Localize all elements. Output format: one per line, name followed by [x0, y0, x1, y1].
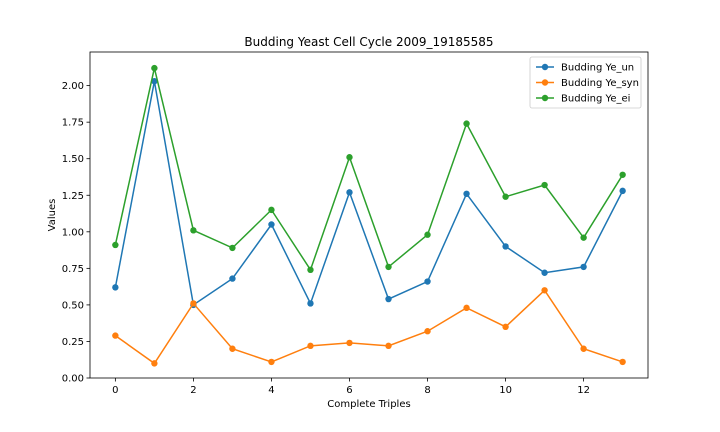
data-point: [346, 339, 353, 347]
x-tick-label: 10: [499, 385, 512, 396]
data-point: [541, 181, 548, 189]
data-point: [307, 300, 314, 307]
x-tick-label: 12: [577, 385, 590, 396]
series-line: [114, 289, 623, 365]
legend-swatch-marker: [541, 79, 549, 86]
y-tick-label: 1.50: [62, 154, 84, 165]
legend-box: [529, 56, 642, 109]
data-point: [580, 234, 587, 241]
legend-label: Budding Ye_ei: [561, 94, 630, 105]
y-tick-label: 0.75: [62, 264, 84, 275]
x-tick-label: 8: [424, 385, 430, 396]
y-tick-label: 1.75: [62, 118, 84, 129]
data-point: [619, 358, 626, 366]
data-point: [151, 360, 158, 367]
data-point: [151, 64, 158, 72]
legend-label: Budding Ye_syn: [561, 78, 639, 89]
data-point: [541, 287, 548, 294]
y-axis: 0.00 0.25 0.50 0.75 1.00 1.25 1.50 1.75 2.00: [62, 81, 90, 385]
data-point: [268, 206, 275, 214]
legend-swatch-marker: [541, 63, 549, 71]
data-point: [502, 243, 509, 250]
y-tick-label: 0.50: [62, 300, 84, 311]
data-point: [385, 342, 392, 350]
data-point: [424, 231, 431, 238]
data-point: [424, 328, 431, 335]
series-line: [114, 67, 624, 272]
data-point: [346, 189, 353, 196]
plot-frame: [89, 51, 649, 379]
data-point: [502, 193, 509, 200]
x-axis-label: Complete Triples: [327, 399, 410, 410]
y-tick-label: 1.00: [62, 227, 84, 238]
legend-item-1: Budding Ye_un: [536, 63, 634, 74]
data-point: [580, 263, 587, 271]
data-point: [463, 304, 470, 312]
data-point: [112, 284, 119, 291]
data-point: [151, 78, 158, 85]
data-point: [268, 358, 275, 366]
data-point: [385, 295, 392, 303]
data-point: [541, 269, 548, 276]
y-tick-label: 0.00: [62, 374, 84, 385]
data-point: [346, 154, 353, 161]
y-tick-label: 0.25: [62, 337, 84, 348]
data-point: [190, 227, 197, 234]
legend: Budding Ye_un Budding Ye_syn Budding Ye_ei: [529, 56, 642, 109]
data-point: [112, 332, 119, 339]
data-point: [463, 120, 470, 127]
x-axis: 0 2 4 6 8 10 12: [112, 378, 590, 396]
series-3: [112, 64, 626, 274]
x-tick-label: 2: [190, 385, 196, 396]
y-tick-label: 1.25: [62, 191, 84, 202]
data-point: [307, 342, 314, 350]
data-point: [190, 300, 197, 307]
series-layer: [112, 64, 626, 367]
data-point: [229, 345, 236, 352]
data-point: [580, 345, 587, 352]
data-point: [112, 241, 119, 249]
y-tick-label: 2.00: [62, 81, 84, 92]
data-point: [619, 171, 626, 178]
data-point: [229, 244, 236, 252]
data-point: [385, 263, 392, 271]
data-point: [268, 221, 275, 228]
x-tick-label: 6: [346, 385, 352, 396]
data-point: [229, 275, 236, 282]
chart-title: Budding Yeast Cell Cycle 2009_19185585: [244, 35, 493, 49]
series-line: [114, 81, 624, 307]
data-point: [424, 278, 431, 285]
data-point: [307, 266, 314, 274]
data-point: [502, 323, 509, 331]
x-tick-label: 0: [112, 385, 118, 396]
legend-swatch-marker: [541, 94, 549, 102]
data-point: [619, 187, 626, 195]
legend-item-3: Budding Ye_ei: [536, 94, 630, 105]
data-point: [463, 190, 470, 198]
legend-label: Budding Ye_un: [561, 63, 634, 74]
legend-item-2: Budding Ye_syn: [536, 78, 639, 89]
x-tick-label: 4: [268, 385, 274, 396]
series-2: [112, 287, 626, 367]
y-axis-label: Values: [47, 199, 58, 232]
